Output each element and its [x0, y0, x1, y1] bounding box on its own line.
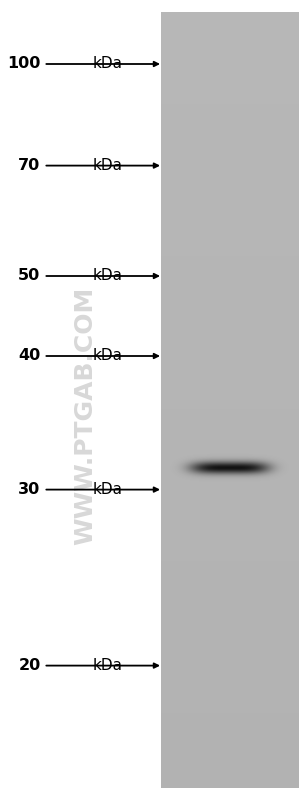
Text: kDa: kDa — [93, 269, 123, 283]
Text: kDa: kDa — [93, 349, 123, 363]
Text: 70: 70 — [18, 158, 40, 173]
Text: 20: 20 — [18, 658, 40, 673]
Text: WWW.PTGAB.COM: WWW.PTGAB.COM — [74, 287, 98, 545]
Text: 30: 30 — [18, 482, 40, 497]
Text: 40: 40 — [18, 349, 40, 363]
Text: kDa: kDa — [93, 57, 123, 71]
Text: 50: 50 — [18, 269, 40, 283]
Text: 100: 100 — [7, 57, 41, 71]
Text: kDa: kDa — [93, 658, 123, 673]
Text: kDa: kDa — [93, 158, 123, 173]
Text: kDa: kDa — [93, 482, 123, 497]
